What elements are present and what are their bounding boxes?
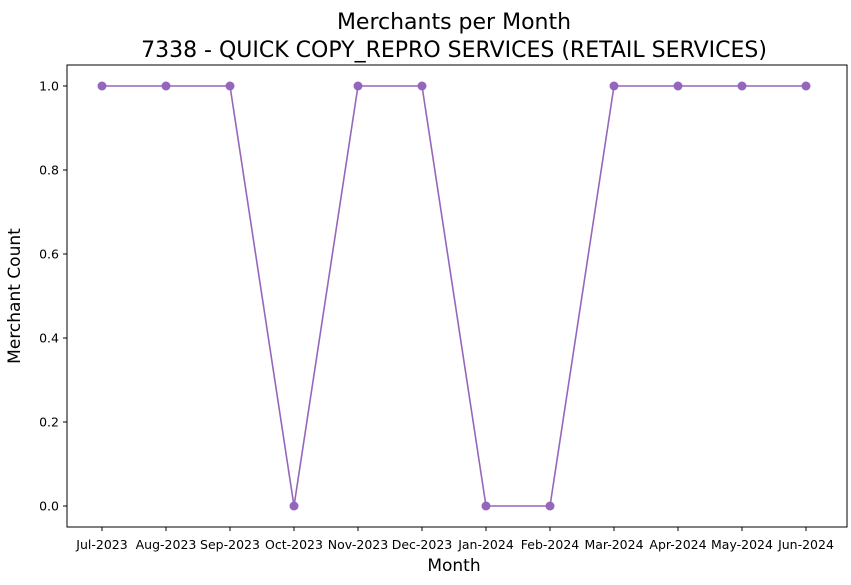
data-point (673, 81, 683, 91)
y-tick-label: 0.4 (39, 331, 59, 346)
data-point (545, 501, 555, 511)
x-tick-label: May-2024 (711, 537, 773, 552)
x-tick-label: Sep-2023 (200, 537, 260, 552)
x-tick-label: Jan-2024 (457, 537, 514, 552)
y-tick-label: 0.6 (39, 247, 59, 262)
x-tick-label: Nov-2023 (328, 537, 388, 552)
x-axis: Jul-2023 Aug-2023 Sep-2023 Oct-2023 Nov-2023… (75, 527, 834, 552)
x-tick-label: Dec-2023 (392, 537, 453, 552)
data-point (289, 501, 299, 511)
data-point (417, 81, 427, 91)
data-point (97, 81, 107, 91)
y-tick-label: 0.2 (39, 415, 59, 430)
x-tick-label: Apr-2024 (649, 537, 706, 552)
data-point (801, 81, 811, 91)
data-point (609, 81, 619, 91)
x-tick-label: Aug-2023 (136, 537, 197, 552)
x-tick-label: Jun-2024 (777, 537, 834, 552)
y-tick-label: 1.0 (39, 79, 59, 94)
data-point (737, 81, 747, 91)
x-tick-label: Mar-2024 (584, 537, 643, 552)
x-tick-label: Oct-2023 (265, 537, 323, 552)
y-axis-label: Merchant Count (5, 228, 25, 364)
y-tick-label: 0.0 (39, 499, 59, 514)
x-tick-label: Jul-2023 (75, 537, 127, 552)
x-tick-label: Feb-2024 (521, 537, 580, 552)
data-point (225, 81, 235, 91)
data-point (481, 501, 491, 511)
data-point (161, 81, 171, 91)
series-layer (97, 81, 811, 511)
chart-subtitle: 7338 - QUICK COPY_REPRO SERVICES (RETAIL… (141, 38, 767, 63)
chart-title: Merchants per Month (337, 10, 571, 35)
series-line (102, 85, 806, 507)
data-point (353, 81, 363, 91)
x-axis-label: Month (427, 556, 480, 576)
plot-area (66, 64, 848, 528)
y-tick-label: 0.8 (39, 163, 59, 178)
y-axis: 0.0 0.2 0.4 0.6 0.8 1.0 (39, 79, 67, 514)
